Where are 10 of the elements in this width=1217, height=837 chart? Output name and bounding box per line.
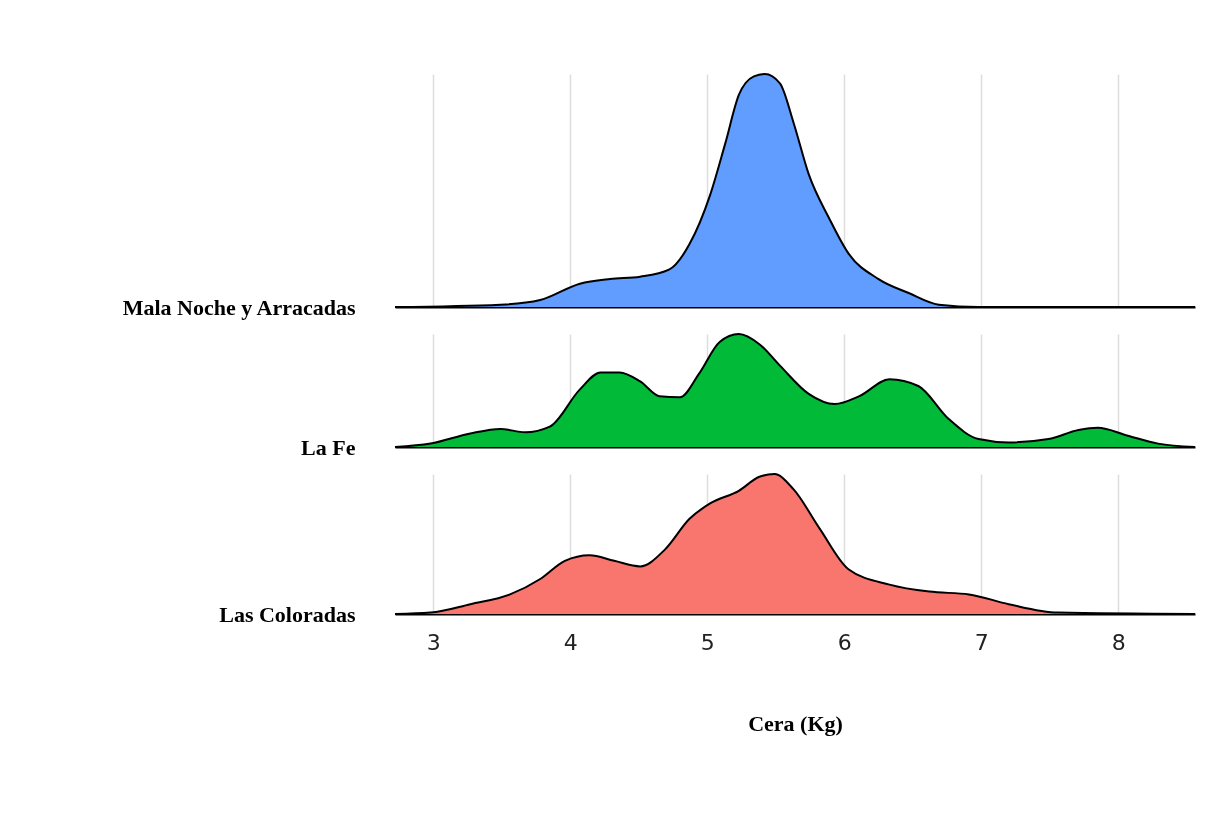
x-axis-title: Cera (Kg) — [748, 710, 843, 736]
x-tick-label: 7 — [974, 629, 989, 655]
y-axis-title: Mala Noche y Arracadas — [122, 294, 356, 320]
x-tick-label: 5 — [700, 629, 715, 655]
x-tick-label: 4 — [563, 629, 578, 655]
y-axis-title: La Fe — [301, 434, 356, 460]
x-tick-label: 3 — [426, 629, 441, 655]
x-tick-label: 6 — [837, 629, 852, 655]
y-axis-title: Las Coloradas — [219, 601, 356, 627]
x-tick-label: 8 — [1111, 629, 1126, 655]
